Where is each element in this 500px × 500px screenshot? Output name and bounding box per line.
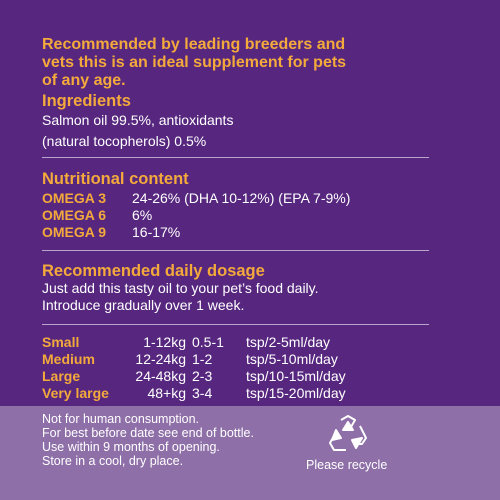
intro-text: Recommended by leading breeders and vets…: [42, 36, 422, 90]
ingredients-heading: Ingredients: [42, 92, 131, 110]
nutrition-value: 6%: [132, 207, 153, 223]
dosage-line: Just add this tasty oil to your pet’s fo…: [42, 280, 319, 296]
dosage-amount: 3-4: [192, 385, 213, 401]
dosage-table: Small 1-12kg 0.5-1 tsp/2-5ml/day Medium …: [42, 334, 346, 402]
ingredients-line: Salmon oil 99.5%, antioxidants: [42, 112, 234, 128]
recycle-icon: [322, 414, 374, 456]
dosage-size: Medium: [42, 351, 95, 367]
dosage-size: Very large: [42, 385, 109, 401]
intro-line: vets this is an ideal supplement for pet…: [42, 54, 347, 71]
nutrition-key: OMEGA 6: [42, 207, 107, 223]
dosage-text: Just add this tasty oil to your pet’s fo…: [42, 280, 319, 314]
nutrition-key: OMEGA 9: [42, 224, 107, 240]
dosage-heading: Recommended daily dosage: [42, 262, 265, 280]
dosage-amount: 0.5-1: [192, 334, 224, 350]
nutrition-value: 16-17%: [132, 224, 181, 240]
note-line: Use within 9 months of opening.: [42, 440, 220, 454]
label-panel: Recommended by leading breeders and vets…: [42, 36, 429, 402]
ingredients-text: Salmon oil 99.5%, antioxidants (natural …: [42, 110, 233, 152]
dosage-row: Very large 48+kg 3-4 tsp/15-20ml/day: [42, 385, 346, 402]
dosage-line: Introduce gradually over 1 week.: [42, 297, 245, 313]
dosage-size: Small: [42, 334, 80, 350]
note-line: Not for human consumption.: [42, 412, 200, 426]
divider: [42, 250, 429, 251]
dosage-weight: 12-24kg: [135, 351, 186, 367]
dosage-weight: 48+kg: [147, 385, 186, 401]
ingredients-line: (natural tocopherols) 0.5%: [42, 133, 207, 149]
dosage-amount: 1-2: [192, 351, 213, 367]
recycle-label: Please recycle: [306, 458, 388, 472]
dosage-row: Medium 12-24kg 1-2 tsp/5-10ml/day: [42, 351, 346, 368]
dosage-row: Small 1-12kg 0.5-1 tsp/2-5ml/day: [42, 334, 346, 351]
divider: [42, 157, 429, 158]
divider: [42, 324, 429, 325]
nutrition-row: OMEGA 6 6%: [42, 207, 350, 224]
nutrition-heading: Nutritional content: [42, 170, 189, 188]
note-line: For best before date see end of bottle.: [42, 426, 254, 440]
nutrition-value: 24-26% (DHA 10-12%) (EPA 7-9%): [132, 190, 351, 206]
dosage-unit: tsp/10-15ml/day: [246, 368, 346, 384]
dosage-unit: tsp/2-5ml/day: [246, 334, 331, 350]
dosage-unit: tsp/15-20ml/day: [246, 385, 346, 401]
intro-line: Recommended by leading breeders and: [42, 36, 346, 53]
intro-line: of any age.: [42, 72, 126, 89]
dosage-size: Large: [42, 368, 81, 384]
dosage-unit: tsp/5-10ml/day: [246, 351, 338, 367]
dosage-row: Large 24-48kg 2-3 tsp/10-15ml/day: [42, 368, 346, 385]
nutrition-row: OMEGA 3 24-26% (DHA 10-12%) (EPA 7-9%): [42, 190, 350, 207]
nutrition-row: OMEGA 9 16-17%: [42, 224, 350, 241]
note-line: Store in a cool, dry place.: [42, 454, 184, 468]
nutrition-key: OMEGA 3: [42, 190, 107, 206]
dosage-weight: 1-12kg: [143, 334, 186, 350]
nutrition-table: OMEGA 3 24-26% (DHA 10-12%) (EPA 7-9%) O…: [42, 190, 350, 241]
footer-band: [0, 406, 500, 500]
dosage-amount: 2-3: [192, 368, 213, 384]
storage-notes: Not for human consumption. For best befo…: [42, 412, 254, 468]
dosage-weight: 24-48kg: [135, 368, 186, 384]
